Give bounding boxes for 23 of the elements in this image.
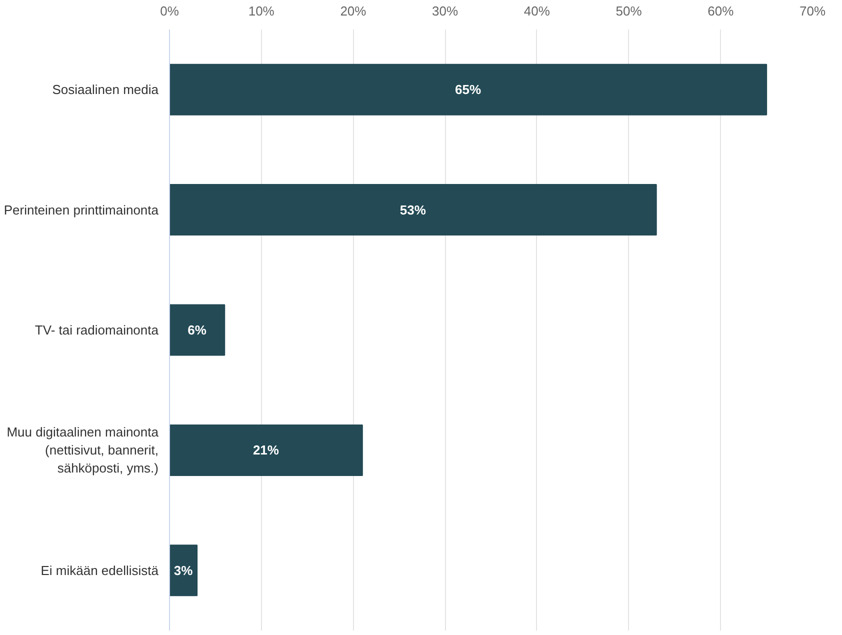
y-tick-label: TV- tai radiomainonta [34, 322, 160, 338]
bar [170, 184, 657, 236]
y-tick-label: Muu digitaalinen mainonta (nettisivut, bannerit, sähköposti, yms.) [6, 424, 160, 476]
x-tick-label: 60% [708, 4, 734, 18]
data-label: 3% [174, 562, 194, 578]
x-tick-label: 70% [799, 4, 826, 18]
data-label: 53% [400, 202, 426, 218]
data-label: 65% [455, 82, 482, 98]
data-label: 21% [252, 442, 280, 458]
x-tick-label: 20% [340, 4, 367, 18]
x-tick-label: 30% [432, 4, 459, 18]
x-tick-label: 0% [160, 4, 180, 18]
y-tick-label: Ei mikään edellisistä [40, 562, 160, 578]
x-tick-label: 50% [616, 4, 642, 18]
bar [170, 544, 198, 596]
bar [170, 304, 226, 356]
bar [170, 424, 363, 476]
x-tick-label: 40% [524, 4, 550, 18]
y-tick-label: Perinteinen printtimainonta [4, 202, 160, 218]
data-label: 6% [188, 322, 207, 338]
y-tick-label: Sosiaalinen media [52, 82, 160, 98]
x-tick-label: 10% [248, 4, 275, 18]
bar [170, 64, 768, 116]
